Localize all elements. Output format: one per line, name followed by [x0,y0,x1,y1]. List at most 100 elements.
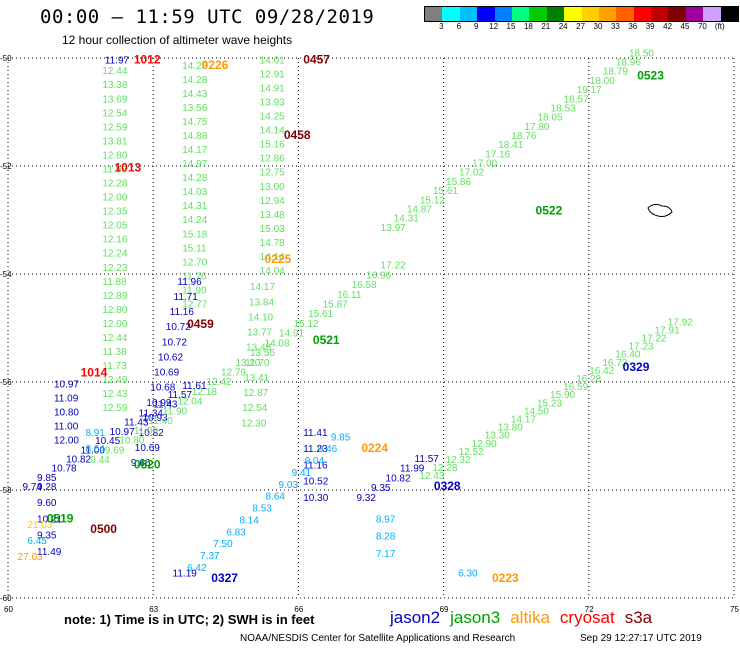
lon-tick-label: 60 [4,605,13,614]
swh-value: 9.60 [37,498,57,509]
swh-value: 10.97 [110,427,135,438]
legend-entry-s3a: s3a [624,608,653,627]
swh-value: 15.61 [308,309,333,320]
swh-value: 9.03 [279,480,299,491]
swh-value: 12.30 [241,418,266,429]
lat-tick-label: -58 [0,486,12,495]
swh-value: 14.97 [182,159,207,170]
swh-value: 12.00 [102,193,127,204]
pass-time-codes: 1012 0226 0457 0523 0458 1013 0522 0225 0459 0521… [47,52,665,584]
swh-value: 12.24 [102,249,127,260]
swh-value: 12.79 [221,368,246,379]
swh-value: 12.80 [102,305,127,316]
colorbar-swatch [564,7,582,21]
swh-value: 11.16 [303,460,328,471]
lat-tick-label: -50 [0,54,12,63]
swh-value: 11.34 [139,409,164,420]
wave-height-colorbar [424,6,740,22]
swh-value: 6.83 [226,527,246,538]
lon-tick-label: 69 [440,605,449,614]
colorbar-swatch [720,7,739,21]
swh-value: 13.41 [244,373,269,384]
colorbar-swatch [442,7,460,21]
colorbar-tick: 33 [610,22,620,31]
swh-value: 9.66 [131,458,151,469]
colorbar-swatch [703,7,721,21]
swh-value: 14.01 [260,55,285,66]
swh-value: 11.96 [102,164,127,175]
swh-value: 18.79 [603,67,628,78]
swh-value: 12.89 [102,291,127,302]
swh-value: 10.72 [162,337,187,348]
swh-value: 13.38 [102,80,127,91]
swh-value: 10.78 [52,464,77,475]
swh-value: 11.88 [102,277,127,288]
colorbar-swatch [581,7,599,21]
swh-value: 10.62 [158,352,183,363]
swh-value: 12.16 [102,235,127,246]
swh-value: 18.53 [551,103,576,114]
colorbar-swatch [529,7,547,21]
swh-value: 6.42 [187,563,207,574]
pass-time-code: 0329 [623,360,650,374]
swh-value: 11.90 [163,406,188,417]
swh-value: 11.49 [37,547,62,558]
swh-value: 18.50 [629,48,654,59]
swh-value: 12.70 [182,257,207,268]
swh-value: 8.64 [265,492,285,503]
colorbar-tick: 36 [628,22,638,31]
swh-value: 16.58 [352,280,377,291]
swh-value: 9.69 [105,445,125,456]
lon-tick-label: 66 [294,605,303,614]
swh-value: 15.12 [420,195,445,206]
swh-value: 11.40 [148,416,173,427]
swh-value: 14.91 [279,329,304,340]
swh-value: 13.56 [182,103,207,114]
swh-value: 18.00 [590,76,615,87]
swh-value: 11.00 [134,426,159,437]
colorbar-ticks: 3 6 9 12 15 18 21 24 27 30 33 36 39 42 45 70 (ft) [424,22,734,32]
map-title: 00:00 – 11:59 UTC 09/28/2019 [40,6,375,28]
swh-value: 16.40 [615,350,640,361]
swh-value: 18.76 [511,131,536,142]
swh-value: 10.72 [166,322,191,333]
pass-time-code: 0519 [47,511,74,525]
pass-time-code: 1013 [114,160,141,174]
pass-time-code: 0328 [434,479,461,493]
swh-value: 11.00 [81,445,106,456]
swh-value: 18.96 [616,58,641,69]
swh-value: 14.50 [524,406,549,417]
swh-value: 8.53 [252,504,272,515]
colorbar-tick: 18 [523,22,533,31]
swh-value: 10.99 [146,398,171,409]
swh-value: 11.90 [182,285,207,296]
swh-value: 14.17 [182,145,207,156]
swh-value: 13.93 [260,98,285,109]
swh-value: 10.69 [154,368,179,379]
swh-value: 13.48 [260,210,285,221]
swh-value: 12.44 [102,333,127,344]
swh-value: 14.31 [394,214,419,225]
swh-value: 15.16 [260,140,285,151]
colorbar-tick: 9 [473,22,479,31]
swh-value: 18.05 [537,113,562,124]
swh-value: 10.68 [150,383,175,394]
swh-value: 15.23 [537,398,562,409]
swh-value: 9.41 [292,468,312,479]
swh-value: 11.19 [173,568,198,579]
pass-time-code: 0223 [492,571,519,585]
swh-value: 12.43 [102,389,127,400]
swh-value: 11.57 [415,454,440,465]
swh-value: 17.80 [524,122,549,133]
swh-value: 10.82 [66,454,91,465]
lon-tick-label: 75 [730,605,739,614]
satellite-legend: jason2 jason3 altika cryosat s3a [390,608,662,628]
colorbar-tick: 24 [558,22,568,31]
swh-value: 16.28 [576,374,601,385]
swh-value: 14.87 [407,204,432,215]
swh-value: 9.85 [37,473,57,484]
swh-value: 15.86 [446,177,471,188]
swh-value: 17.92 [668,317,693,328]
swh-value: 9.28 [37,482,57,493]
swh-value: 11.43 [153,399,178,410]
